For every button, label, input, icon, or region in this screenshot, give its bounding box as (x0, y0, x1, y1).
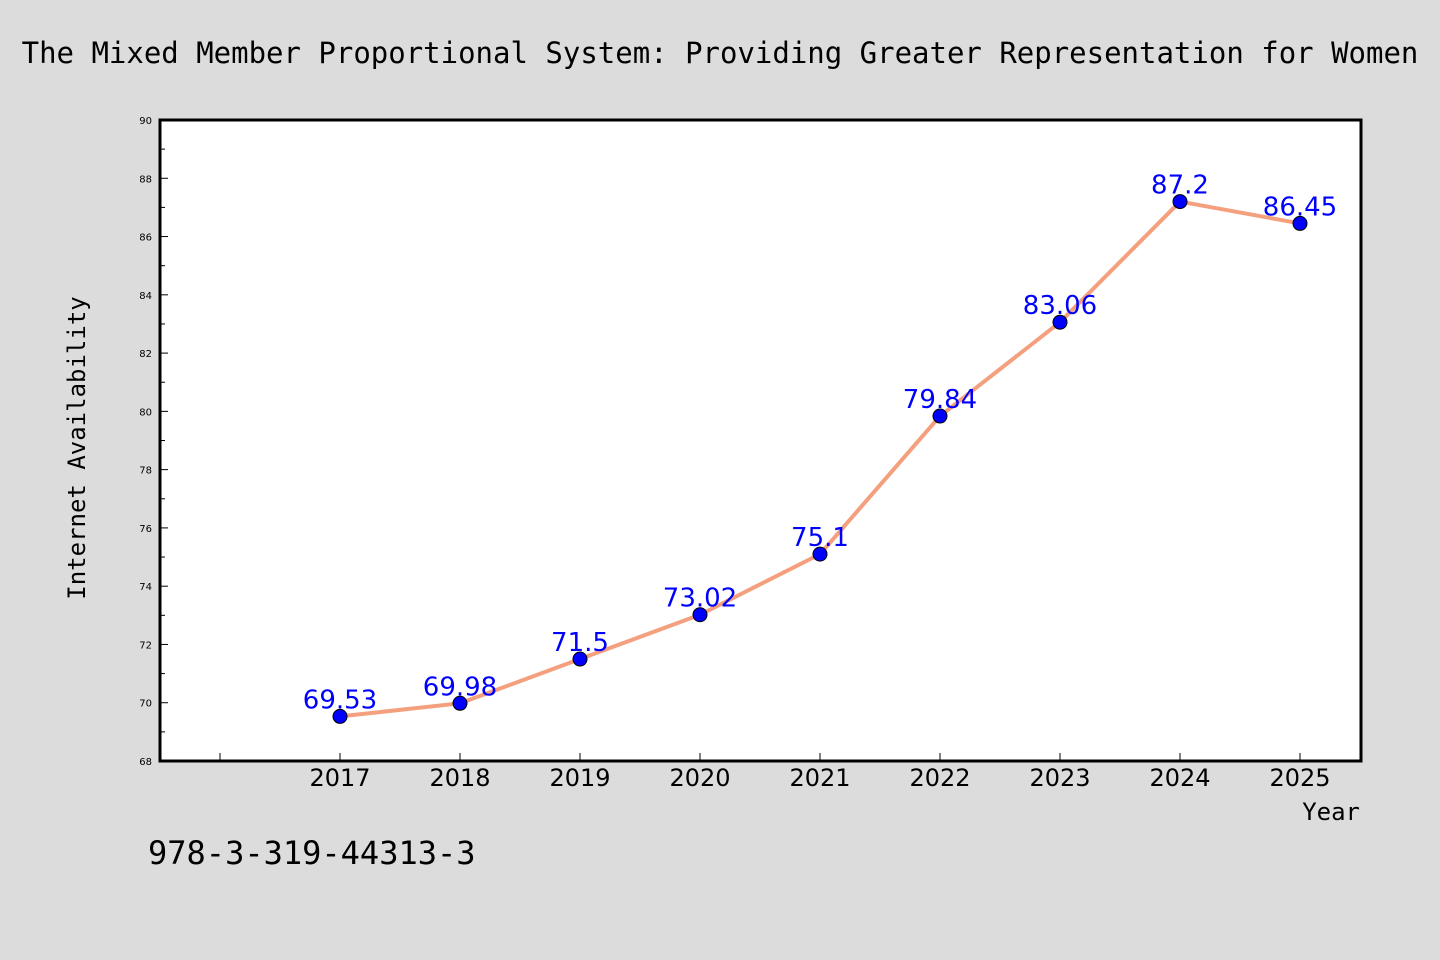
data-label: 86.45 (1263, 192, 1337, 222)
y-tick-label: 78 (139, 466, 152, 477)
x-tick-label: 2024 (1149, 764, 1210, 792)
data-point (452, 695, 468, 711)
x-tick-label: 2017 (309, 764, 370, 792)
data-point (1292, 215, 1308, 231)
data-labels: 69.53 69.98 71.5 73.02 75.1 79.84 83.06 87.2 86.… (303, 171, 1337, 716)
x-tick-label: 2025 (1269, 764, 1330, 792)
data-label: 75.1 (791, 523, 849, 553)
x-axis-ticks: 2017 2018 2019 2020 2021 2022 2023 2024 2025 (219, 753, 1331, 792)
y-tick-label: 88 (139, 174, 152, 185)
x-tick-label: 2022 (909, 764, 970, 792)
plot-area (158, 118, 1363, 763)
data-point (812, 546, 828, 562)
data-label: 69.53 (303, 685, 377, 715)
y-axis-label: Internet Availability (63, 296, 91, 599)
data-label: 71.5 (551, 628, 609, 658)
data-point (692, 607, 708, 623)
x-tick-label: 2021 (789, 764, 850, 792)
x-tick-label: 2020 (669, 764, 730, 792)
y-tick-label: 76 (139, 524, 152, 535)
data-label: 69.98 (423, 672, 497, 702)
data-point (1172, 194, 1188, 210)
data-point (572, 651, 588, 667)
chart-title: The Mixed Member Proportional System: Pr… (22, 36, 1419, 70)
data-point (1052, 314, 1068, 330)
x-tick-label: 2018 (429, 764, 490, 792)
data-label: 73.02 (663, 584, 737, 614)
x-axis-label: Year (1302, 798, 1360, 826)
data-point (932, 408, 948, 424)
x-tick-label: 2023 (1029, 764, 1090, 792)
data-series (332, 194, 1308, 724)
data-label: 79.84 (903, 385, 977, 415)
x-tick-label: 2019 (549, 764, 610, 792)
y-tick-label: 74 (139, 582, 152, 593)
isbn-footnote: 978-3-319-44313-3 (148, 834, 476, 872)
data-label: 87.2 (1151, 171, 1209, 201)
y-tick-label: 72 (139, 640, 152, 651)
y-tick-label: 80 (139, 407, 152, 418)
y-tick-label: 68 (139, 757, 152, 768)
data-point (332, 708, 348, 724)
y-tick-label: 84 (139, 291, 152, 302)
data-label: 83.06 (1023, 291, 1097, 321)
y-tick-label: 82 (139, 349, 152, 360)
y-axis-ticks: 68 70 72 74 76 78 80 82 84 86 88 90 (139, 116, 168, 768)
y-tick-label: 90 (139, 116, 152, 127)
y-tick-label: 70 (139, 699, 152, 710)
y-tick-label: 86 (139, 233, 152, 244)
